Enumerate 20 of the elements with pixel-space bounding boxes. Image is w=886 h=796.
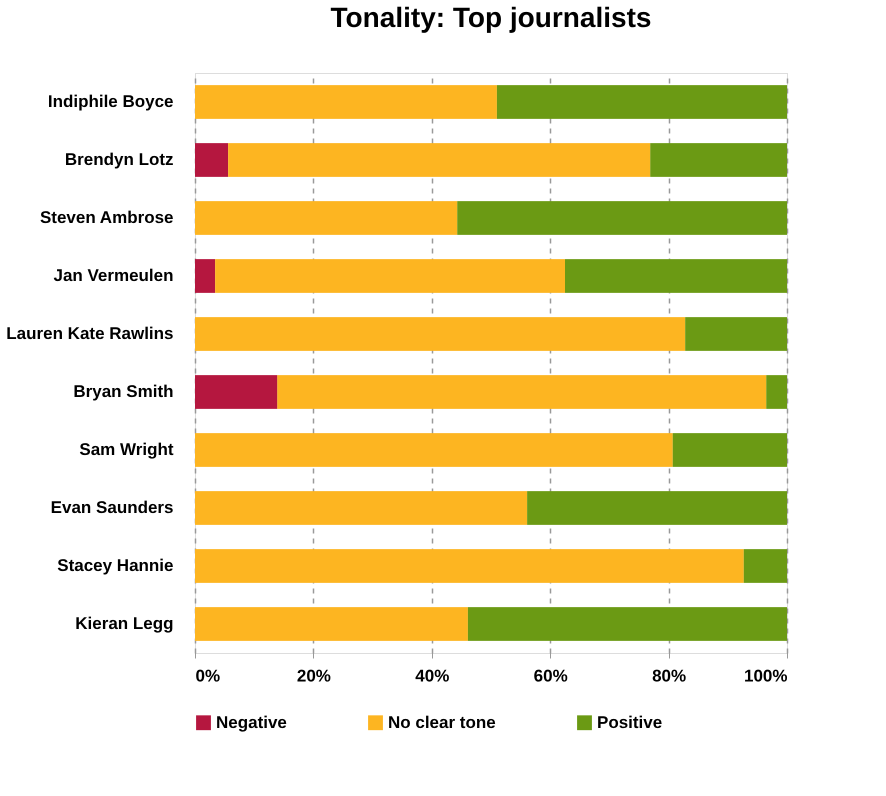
x-tick-label: 40% <box>415 666 450 686</box>
y-tick-label: Evan Saunders <box>50 498 174 517</box>
x-tick-label: 80% <box>652 666 686 686</box>
legend-label: Positive <box>597 712 662 732</box>
x-tick-label: 0% <box>196 666 220 686</box>
y-tick-label: Steven Ambrose <box>40 208 174 227</box>
y-tick-label: Kieran Legg <box>75 614 174 633</box>
y-tick-label: Lauren Kate Rawlins <box>6 324 174 343</box>
x-tick-label: 60% <box>534 666 568 686</box>
y-tick-label: Stacey Hannie <box>57 556 174 575</box>
x-tick-label: 20% <box>296 666 331 686</box>
chart-title: Tonality: Top journalists <box>330 2 652 33</box>
y-tick-label: Indiphile Boyce <box>48 92 174 111</box>
legend-label: No clear tone <box>388 712 496 732</box>
legend-label: Negative <box>216 712 287 732</box>
x-tick-label: 100% <box>744 666 788 686</box>
y-tick-label: Brendyn Lotz <box>64 150 174 169</box>
y-tick-label: Sam Wright <box>79 440 174 459</box>
y-tick-label: Jan Vermeulen <box>53 266 174 285</box>
y-tick-label: Bryan Smith <box>73 382 174 401</box>
